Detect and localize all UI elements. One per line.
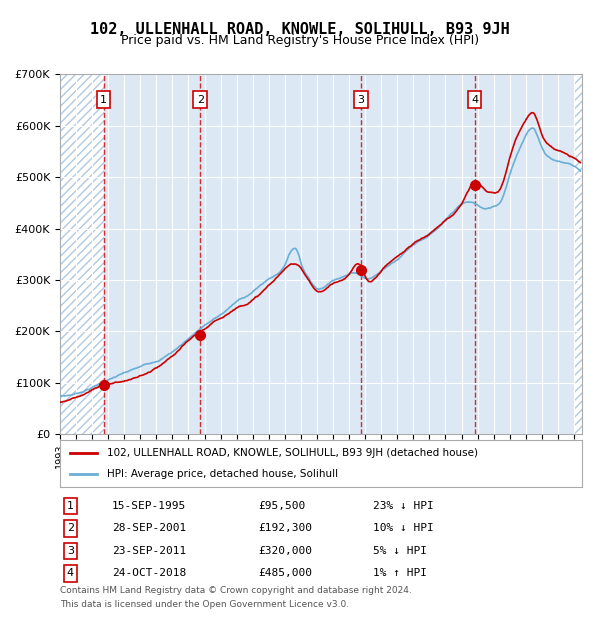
Text: 4: 4 [67, 569, 74, 578]
Bar [60, 74, 104, 434]
Text: 24-OCT-2018: 24-OCT-2018 [112, 569, 187, 578]
Text: This data is licensed under the Open Government Licence v3.0.: This data is licensed under the Open Gov… [60, 600, 349, 609]
Text: 3: 3 [358, 95, 364, 105]
Text: £192,300: £192,300 [259, 523, 313, 533]
Text: 3: 3 [67, 546, 74, 556]
Text: 1: 1 [67, 501, 74, 511]
Text: Contains HM Land Registry data © Crown copyright and database right 2024.: Contains HM Land Registry data © Crown c… [60, 586, 412, 595]
FancyBboxPatch shape [60, 74, 104, 434]
Text: £485,000: £485,000 [259, 569, 313, 578]
Text: 5% ↓ HPI: 5% ↓ HPI [373, 546, 427, 556]
FancyBboxPatch shape [574, 74, 582, 434]
Text: 1% ↑ HPI: 1% ↑ HPI [373, 569, 427, 578]
Text: 23-SEP-2011: 23-SEP-2011 [112, 546, 187, 556]
Text: 2: 2 [67, 523, 74, 533]
Text: HPI: Average price, detached house, Solihull: HPI: Average price, detached house, Soli… [107, 469, 338, 479]
Text: £95,500: £95,500 [259, 501, 305, 511]
Text: 2: 2 [197, 95, 204, 105]
Text: 23% ↓ HPI: 23% ↓ HPI [373, 501, 434, 511]
Text: 4: 4 [471, 95, 478, 105]
Text: 102, ULLENHALL ROAD, KNOWLE, SOLIHULL, B93 9JH: 102, ULLENHALL ROAD, KNOWLE, SOLIHULL, B… [90, 22, 510, 37]
Text: 10% ↓ HPI: 10% ↓ HPI [373, 523, 434, 533]
Text: £320,000: £320,000 [259, 546, 313, 556]
Text: 102, ULLENHALL ROAD, KNOWLE, SOLIHULL, B93 9JH (detached house): 102, ULLENHALL ROAD, KNOWLE, SOLIHULL, B… [107, 448, 478, 458]
Text: 1: 1 [100, 95, 107, 105]
Text: Price paid vs. HM Land Registry's House Price Index (HPI): Price paid vs. HM Land Registry's House … [121, 34, 479, 47]
Text: 15-SEP-1995: 15-SEP-1995 [112, 501, 187, 511]
Text: 28-SEP-2001: 28-SEP-2001 [112, 523, 187, 533]
